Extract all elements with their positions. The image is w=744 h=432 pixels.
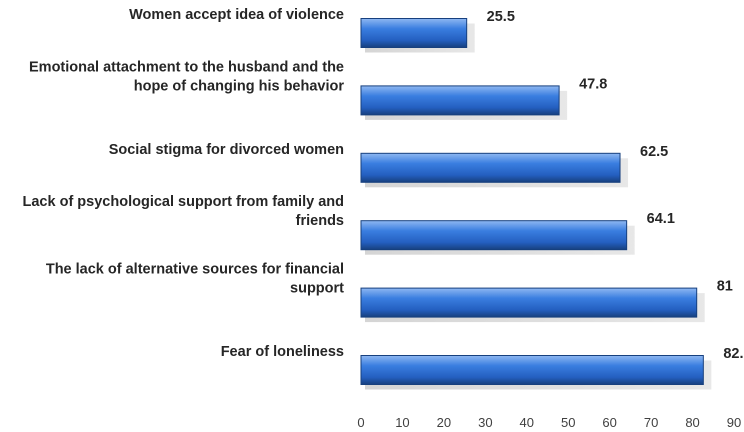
x-tick-label: 0	[357, 415, 364, 430]
value-label: 64.1	[647, 211, 675, 227]
x-tick-label: 20	[437, 415, 451, 430]
value-label: 25.5	[487, 9, 515, 25]
value-label: 82.6	[723, 346, 744, 362]
x-tick-label: 40	[520, 415, 534, 430]
bar	[360, 85, 560, 116]
x-tick-label: 60	[602, 415, 616, 430]
bar	[360, 287, 698, 318]
category-label: The lack of alternative sources for fina…	[46, 262, 344, 278]
category-label: Social stigma for divorced women	[109, 142, 344, 158]
value-label: 47.8	[579, 76, 607, 92]
category-label: support	[290, 281, 344, 297]
category-label: Women accept idea of violence	[129, 7, 344, 23]
bar	[360, 152, 621, 183]
x-tick-label: 90	[727, 415, 741, 430]
category-label: Emotional attachment to the husband and …	[29, 59, 344, 75]
x-tick-label: 80	[685, 415, 699, 430]
x-tick-label: 50	[561, 415, 575, 430]
bar	[360, 18, 468, 48]
x-tick-label: 30	[478, 415, 492, 430]
category-label: Lack of psychological support from famil…	[23, 194, 344, 210]
category-label: Fear of loneliness	[221, 344, 344, 360]
value-label: 81	[717, 279, 733, 295]
category-label: friends	[296, 213, 344, 229]
bar	[360, 220, 628, 251]
x-axis: 0 10 20 30 40 50 60 70 80 90	[357, 415, 741, 430]
bars-layer	[360, 18, 712, 390]
category-label: hope of changing his behavior	[134, 78, 345, 94]
value-label: 62.5	[640, 144, 668, 160]
value-labels: 25.5 47.8 62.5 64.1 81 82.6	[487, 9, 744, 362]
x-tick-label: 10	[395, 415, 409, 430]
bar	[360, 355, 704, 385]
category-labels: Women accept idea of violence Emotional a…	[23, 7, 345, 360]
x-tick-label: 70	[644, 415, 658, 430]
